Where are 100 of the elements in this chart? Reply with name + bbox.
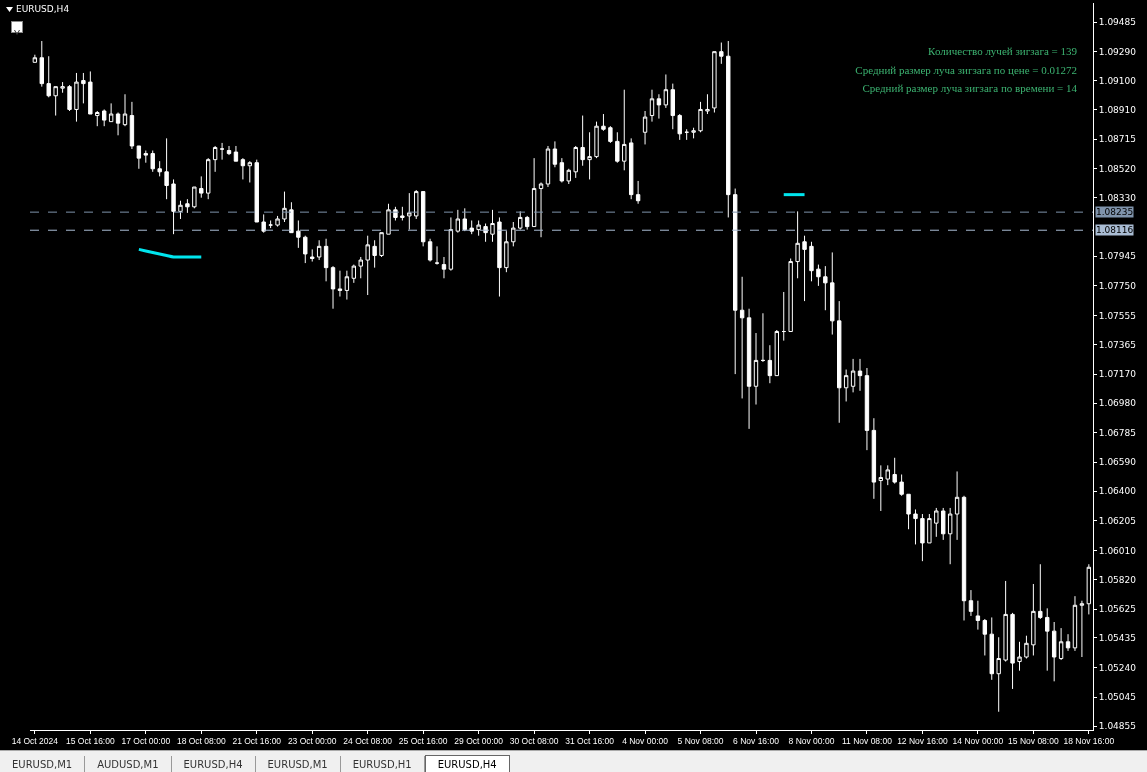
candlestick <box>739 276 745 399</box>
candlestick <box>192 186 197 209</box>
y-tick-label: 1.08520 <box>1098 163 1137 174</box>
candlestick <box>878 464 884 512</box>
candlestick <box>469 219 474 235</box>
candlestick <box>857 358 863 392</box>
candlestick <box>497 216 502 298</box>
annotation: Количество лучей зигзага = 139 <box>927 44 1077 59</box>
candlestick <box>448 216 454 272</box>
y-tick-label: 1.06205 <box>1098 516 1137 527</box>
candlestick <box>656 93 662 120</box>
candlestick <box>927 513 932 544</box>
candlestick <box>746 308 752 430</box>
candlestick <box>455 209 461 234</box>
candlestick <box>414 189 419 220</box>
y-tick-label: 1.06400 <box>1098 486 1137 497</box>
candlestick <box>642 110 648 145</box>
candlestick <box>802 235 807 302</box>
candlestick <box>531 157 537 228</box>
x-tick-label: 18 Nov 16:00 <box>1063 736 1115 747</box>
candlestick <box>767 344 773 384</box>
candlestick <box>996 636 1001 713</box>
candlestick <box>975 600 981 631</box>
text: EURUSD,H1 <box>340 756 425 772</box>
candlestick <box>788 258 793 333</box>
x-tick-label: 12 Nov 16:00 <box>897 736 948 747</box>
candlestick <box>545 145 551 188</box>
candlestick <box>32 54 38 63</box>
text: EURUSD,H4 <box>171 756 256 772</box>
candlestick <box>608 125 613 144</box>
y-tick-label: 1.07365 <box>1098 339 1137 350</box>
candlestick <box>649 89 655 123</box>
y-tick-label: 1.07750 <box>1098 281 1137 292</box>
candlestick <box>88 70 93 115</box>
candlestick <box>885 464 890 486</box>
candlestick <box>150 150 155 173</box>
y-tick-label: 1.09100 <box>1098 75 1137 86</box>
candlestick <box>164 137 169 200</box>
candlestick <box>670 83 675 130</box>
candlestick <box>726 40 731 218</box>
candlestick <box>677 113 682 141</box>
candlestick <box>961 495 967 621</box>
candlestick <box>365 235 370 296</box>
x-tick-label: 14 Nov 00:00 <box>952 736 1004 747</box>
candlestick <box>39 40 44 88</box>
candlestick <box>351 264 357 284</box>
candlestick <box>635 180 641 205</box>
x-tick-label: 15 Oct 16:00 <box>65 736 115 747</box>
y-tick-label: 1.07555 <box>1098 310 1137 321</box>
candlestick <box>601 113 606 132</box>
candlestick <box>483 223 488 243</box>
chart-title: EURUSD,H4 <box>16 4 70 14</box>
y-tick-label: 1.09485 <box>1098 17 1137 28</box>
candlestick <box>115 112 121 136</box>
candlestick <box>615 131 620 164</box>
candlestick <box>74 72 79 123</box>
candlestick <box>122 93 128 127</box>
candlestick <box>719 42 724 65</box>
candlestick <box>1051 621 1057 682</box>
candlestick <box>310 248 315 263</box>
candlestick <box>1017 641 1022 672</box>
x-tick-label: 4 Nov 00:00 <box>622 736 669 747</box>
candlestick <box>941 507 946 541</box>
candlestick <box>587 131 592 180</box>
candlestick <box>400 206 405 221</box>
candlestick <box>559 157 565 183</box>
y-tick-label: 1.06010 <box>1098 545 1137 556</box>
text: EURUSD,M1 <box>255 756 341 772</box>
candlestick <box>1086 563 1092 615</box>
y-tick-label: 1.08330 <box>1098 192 1137 203</box>
candlestick <box>427 238 433 263</box>
x-tick-label: 21 Oct 16:00 <box>232 736 282 747</box>
candlestick <box>1058 627 1064 661</box>
candlestick <box>622 89 627 171</box>
candlestick <box>240 157 246 180</box>
candlestick <box>1045 607 1050 672</box>
candlestick <box>108 102 114 123</box>
x-tick-label: 23 Oct 00:00 <box>287 736 337 747</box>
candlestick <box>906 493 911 530</box>
x-tick-label: 24 Oct 08:00 <box>343 736 393 747</box>
candlestick <box>892 457 897 485</box>
candlestick <box>663 73 669 109</box>
x-tick-label: 11 Nov 08:00 <box>841 736 893 747</box>
candlestick <box>712 51 717 114</box>
candlestick <box>774 329 779 377</box>
y-tick-label: 1.05820 <box>1098 574 1137 585</box>
candlestick <box>60 81 65 94</box>
candlestick <box>781 291 786 342</box>
y-tick-label: 1.08715 <box>1098 134 1137 145</box>
candlestick <box>67 84 72 112</box>
y-tick-label: 1.05625 <box>1098 604 1137 615</box>
candlestick <box>1079 600 1085 658</box>
candlestick <box>573 145 578 179</box>
candlestick <box>420 191 426 247</box>
candlestick <box>968 589 974 617</box>
candlestick <box>358 256 363 279</box>
y-tick-label: 1.05435 <box>1098 633 1137 644</box>
candlestick <box>323 238 329 282</box>
candlestick <box>199 175 204 199</box>
candlestick <box>379 232 384 258</box>
